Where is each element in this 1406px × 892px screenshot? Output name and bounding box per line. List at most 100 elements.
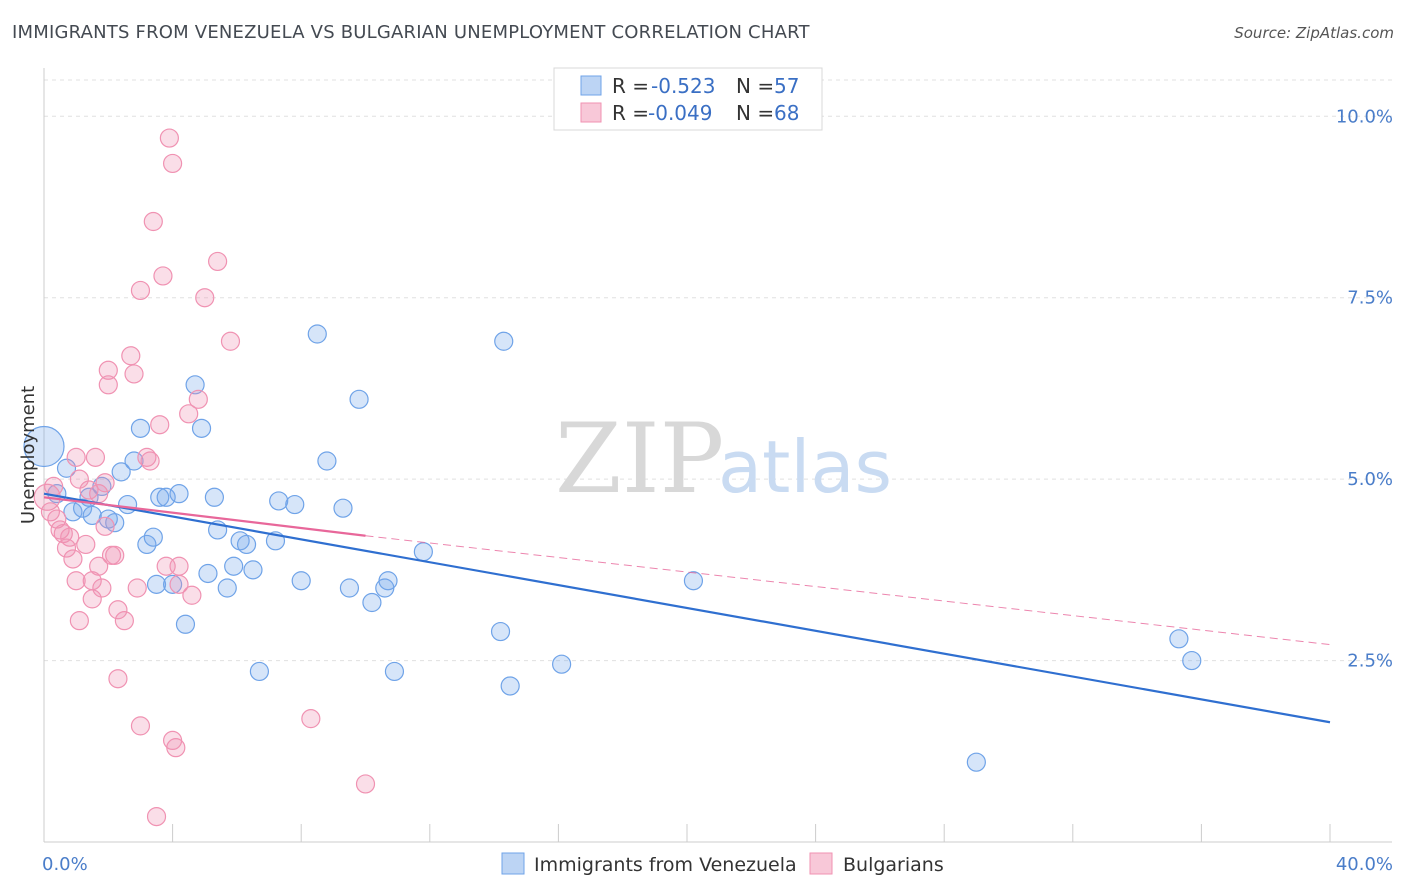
y-tick-label: 5.0% [1347,469,1393,490]
venezuela-point [63,502,83,522]
y-tick-label: 7.5% [1347,288,1393,309]
bottom-legend: Immigrants from Venezuela Bulgarians [501,852,944,876]
venezuela-point [105,513,125,533]
bulgarians-point [188,389,208,409]
bulgarians-point [114,611,134,631]
y-tick-label: 2.5% [1347,651,1393,672]
venezuela-point [333,498,353,518]
legend-r-label: R = [612,74,649,98]
venezuela-point [500,676,520,696]
bulgarians-point [127,578,147,598]
bulgarians-point [60,527,80,547]
bulgarians-point [105,545,125,565]
venezuela-point [490,621,511,642]
bulgarians-point [169,556,189,576]
bulgarians-point [355,774,376,794]
watermark-zip: ZIP [555,403,724,515]
bulgarians-point [130,280,151,301]
bulgarians-point [69,611,89,631]
bulgarians-point [137,447,157,467]
bulgarians-point [108,600,128,620]
venezuela-point [307,324,327,344]
venezuela-point [137,534,157,555]
venezuela-point [683,571,704,591]
chart-title: IMMIGRANTS FROM VENEZUELA VS BULGARIAN U… [12,22,810,43]
bulgarians-point [208,251,228,272]
y-axis-title: Unemployment [18,386,39,524]
venezuela-point [111,462,131,482]
venezuela-point [243,560,263,580]
venezuela-point [339,578,360,598]
bulgarians-point [140,451,160,471]
venezuela-point [413,542,433,562]
bulgarians-point [163,153,183,174]
venezuela-point [224,556,244,576]
bulgarians-point [69,469,89,489]
legend-r-value: -0.049 [648,101,712,125]
bulgarians-point [85,447,106,467]
bulgarians-point [98,360,118,380]
venezuela-point [362,592,382,613]
venezuela-point [82,505,102,526]
legend-r-label: R = [612,101,649,125]
bulgarians-point [66,571,86,591]
venezuela-point [72,498,93,518]
venezuela-point [249,661,270,682]
venezuela-point [204,487,224,507]
venezuela-point [230,531,250,551]
venezuela-point [56,458,77,478]
venezuela-point [117,494,138,515]
legend: R = -0.523 N = 57 R = -0.049 N = 68 [553,67,823,131]
bulgarians-point [146,806,167,827]
bulgarians-point [56,538,77,558]
bulgarians-point [124,364,144,384]
venezuela-point [1182,650,1202,671]
venezuela-point [494,331,514,351]
bulgarians-point [130,716,151,736]
bulgarians-trend-extension [365,535,1331,646]
bottom-legend-swatch-venezuela [501,852,525,875]
bulgarians-point [40,502,61,522]
bulgarians-point [195,288,215,308]
legend-n-value: 57 [774,74,799,98]
axes [43,68,1392,843]
bulgarians-point [166,738,186,758]
watermark-atlas: atlas [718,425,892,509]
venezuela-point [191,418,212,438]
data-points [23,128,1202,827]
bulgarians-point [179,404,199,424]
bottom-legend-label-bulgarians: Bulgarians [843,854,944,876]
bulgarians-point [76,534,96,555]
x-tick-label: 0.0% [42,854,88,875]
venezuela-point [169,484,189,504]
legend-n-label: N = [736,101,774,125]
venezuela-point [217,578,237,598]
legend-swatch-bulgarians [580,102,602,123]
venezuela-point [966,752,986,772]
tick-labels: 2.5% 5.0% 7.5% 10.0% 0.0% 40.0% [42,106,1393,875]
bulgarians-point [89,556,109,576]
y-tick-label: 10.0% [1336,106,1393,127]
venezuela-point [185,375,205,395]
venezuela-point [285,494,305,515]
venezuela-point [175,614,196,634]
bulgarians-point [53,523,73,544]
venezuela-point [1169,629,1189,649]
venezuela-point [317,451,337,471]
venezuela-point [143,527,163,547]
venezuela-point [269,491,289,511]
bulgarians-point [79,480,99,500]
bulgarians-point [108,669,128,689]
venezuela-point [349,389,369,409]
bottom-legend-label-venezuela: Immigrants from Venezuela [534,854,797,876]
bulgarians-point [95,473,115,493]
trend-lines [43,492,1331,724]
bottom-legend-swatch-bulgarians [809,852,833,875]
venezuela-point [150,487,170,507]
bulgarians-point [121,346,141,366]
bulgarians-point [150,415,170,435]
bulgarians-point [50,520,70,540]
legend-n-label: N = [736,74,774,98]
venezuela-trend-line [43,492,1331,724]
